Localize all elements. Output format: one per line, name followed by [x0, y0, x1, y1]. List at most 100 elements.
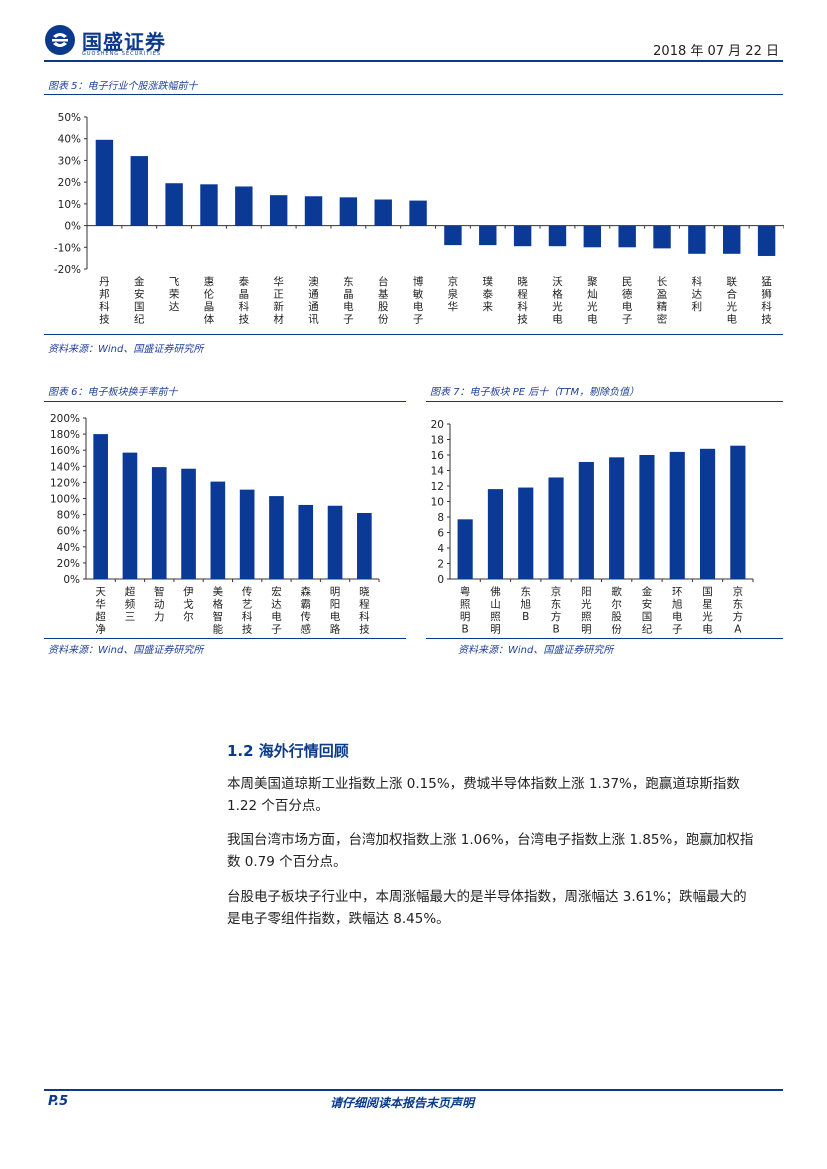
- fig7-category-label: 佛山照明: [490, 585, 501, 636]
- fig5-category-label: 华正新材: [273, 275, 284, 326]
- paragraph-1-line-2: 1.22 个百分点。: [227, 798, 329, 814]
- fig7-bottom-rule: [426, 638, 783, 639]
- page-number: P.5: [48, 1094, 69, 1109]
- fig7-bar: [487, 489, 504, 579]
- fig6-bar: [122, 452, 138, 579]
- fig6-category-label: 美格智能: [213, 585, 224, 636]
- fig7-y-tick-label: 0: [437, 574, 444, 586]
- fig5-bottom-rule: [44, 334, 783, 335]
- fig7-y-tick-label: 20: [431, 419, 444, 431]
- paragraph-2: 我国台湾市场方面，台湾加权指数上涨 1.06%，台湾电子指数上涨 1.85%，跑…: [227, 829, 783, 873]
- fig5-y-tick-label: 10%: [58, 199, 81, 211]
- fig5-category-label: 京泉华: [448, 275, 459, 313]
- fig5-source: 资料来源：Wind、国盛证券研究所: [48, 344, 204, 355]
- fig5-category-label: 丹邦科技: [99, 276, 110, 326]
- fig5-category-label: 惠伦晶体: [204, 275, 215, 326]
- fig5-bar: [95, 139, 114, 226]
- fig5-category-label: 聚灿光电: [587, 276, 598, 326]
- fig5-category-label: 博敏电子: [413, 275, 424, 326]
- fig5-bar: [235, 186, 253, 226]
- fig5-bar: [374, 199, 392, 226]
- fig7-bar: [578, 461, 594, 579]
- fig5-bar: [618, 225, 636, 248]
- paragraph-1: 本周美国道琼斯工业指数上涨 0.15%，费城半导体指数上涨 1.37%，跑赢道琼…: [227, 773, 783, 817]
- fig6-y-tick-label: 0%: [63, 574, 80, 586]
- fig7-title: 图表 7：电子板块 PE 后十（TTM，剔除负值）: [430, 387, 640, 398]
- fig7-y-tick-label: 10: [431, 497, 444, 509]
- fig7-category-label: 环旭电子: [672, 586, 683, 636]
- fig6-source: 资料来源：Wind、国盛证券研究所: [48, 645, 204, 656]
- fig5-bar: [339, 197, 358, 226]
- fig7-bar: [609, 457, 625, 579]
- fig6-title: 图表 6：电子板块换手率前十: [48, 387, 178, 398]
- section-title: 1.2 海外行情回顾: [227, 742, 349, 760]
- brand-sub: GUOSHENG SECURITIES: [82, 51, 162, 57]
- paragraph-2-line-2: 数 0.79 个百分点。: [227, 854, 347, 870]
- fig7-bar: [548, 477, 564, 579]
- fig5-category-label: 金安国纪: [134, 275, 145, 326]
- fig6-category-label: 伊戈尔: [183, 586, 194, 623]
- fig5-category-label: 澳通通讯: [308, 275, 319, 326]
- fig5-y-tick-label: 0%: [64, 221, 81, 233]
- fig6-chart: 200% 180% 160% 140% 120% 100% 80% 60% 40% 20% 0% 天华…: [50, 413, 380, 636]
- fig5-bar: [757, 225, 776, 256]
- fig5-bar: [444, 225, 462, 246]
- fig7-category-label: 国星光电: [702, 586, 713, 636]
- fig6-y-tick-label: 20%: [57, 558, 80, 570]
- fig5-y-tick-label: -10%: [54, 242, 81, 254]
- fig5-category-label: 泰晶科技: [239, 275, 250, 326]
- fig5-category-label: 沃格光电: [552, 276, 563, 326]
- fig5-category-label: 晓程科技: [517, 276, 528, 326]
- fig5-bar: [269, 195, 288, 226]
- fig5-top-rule: [44, 94, 783, 95]
- fig6-bottom-rule: [44, 638, 406, 639]
- fig6-bar: [298, 504, 314, 579]
- report-date: 2018 年 07 月 22 日: [653, 44, 779, 59]
- footer-rule: [44, 1089, 783, 1091]
- fig7-category-label: 粤照明 B: [460, 585, 471, 636]
- fig6-category-label: 晓程科技: [359, 586, 370, 636]
- fig5-category-label: 台基股份: [378, 275, 389, 326]
- fig6-y-tick-label: 80%: [57, 510, 80, 522]
- fig7-category-label: 京东方 A: [733, 585, 744, 636]
- fig6-bar: [269, 496, 284, 579]
- fig7-category-label: 东旭 B: [521, 585, 532, 623]
- fig6-category-label: 天华超净: [95, 586, 106, 636]
- fig5-bar: [304, 196, 323, 226]
- fig5-category-label: 猛狮科技: [761, 276, 772, 326]
- fig7-source: 资料来源：Wind、国盛证券研究所: [458, 645, 614, 656]
- fig6-category-label: 超频三: [125, 585, 136, 623]
- fig7-y-tick-label: 4: [437, 543, 444, 555]
- brand-name: 国盛证券: [82, 30, 166, 54]
- fig7-category-label: 阳光照明: [581, 586, 592, 636]
- fig5-chart: 50% 40% 30% 20% 10% 0% -10% -20% 丹邦科技 金安国纪 飞荣达 惠伦晶体…: [54, 112, 784, 326]
- fig6-bar: [239, 489, 255, 579]
- paragraph-1-line-1: 本周美国道琼斯工业指数上涨 0.15%，费城半导体指数上涨 1.37%，跑赢道琼…: [227, 776, 740, 792]
- fig6-y-tick-label: 120%: [50, 477, 80, 489]
- fig7-y-tick-label: 12: [431, 481, 444, 493]
- fig5-category-label: 东晶电子: [343, 275, 354, 326]
- fig5-bar: [165, 183, 183, 226]
- fig5-category-label: 璞泰来: [483, 275, 494, 313]
- fig5-y-tick-label: 50%: [58, 112, 81, 124]
- fig5-bar: [200, 184, 218, 226]
- fig7-category-label: 金安国纪: [642, 585, 653, 636]
- fig7-bar: [639, 455, 655, 579]
- fig6-bar: [181, 468, 196, 579]
- fig5-y-tick-label: 30%: [58, 155, 81, 167]
- fig7-bar: [699, 448, 716, 579]
- fig7-bar: [669, 451, 685, 579]
- fig7-bar: [730, 445, 746, 579]
- fig5-bar: [130, 156, 148, 226]
- fig6-y-tick-label: 40%: [57, 542, 80, 554]
- fig6-y-tick-label: 200%: [50, 413, 80, 425]
- paragraph-3: 台股电子板块子行业中，本周涨幅最大的是半导体指数，周涨幅达 3.61%；跌幅最大…: [227, 886, 783, 930]
- fig7-y-tick-label: 14: [431, 466, 445, 478]
- logo-icon: [45, 25, 75, 55]
- fig5-bar: [513, 225, 532, 247]
- fig6-category-label: 明阳电路: [330, 586, 341, 636]
- fig5-bar: [479, 225, 497, 246]
- fig6-bar: [93, 434, 108, 579]
- fig6-y-tick-label: 60%: [57, 526, 80, 538]
- paragraph-2-line-1: 我国台湾市场方面，台湾加权指数上涨 1.06%，台湾电子指数上涨 1.85%，跑…: [227, 832, 754, 848]
